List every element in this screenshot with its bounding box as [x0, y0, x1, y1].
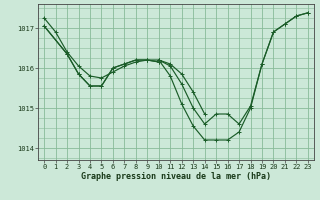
X-axis label: Graphe pression niveau de la mer (hPa): Graphe pression niveau de la mer (hPa) [81, 172, 271, 181]
